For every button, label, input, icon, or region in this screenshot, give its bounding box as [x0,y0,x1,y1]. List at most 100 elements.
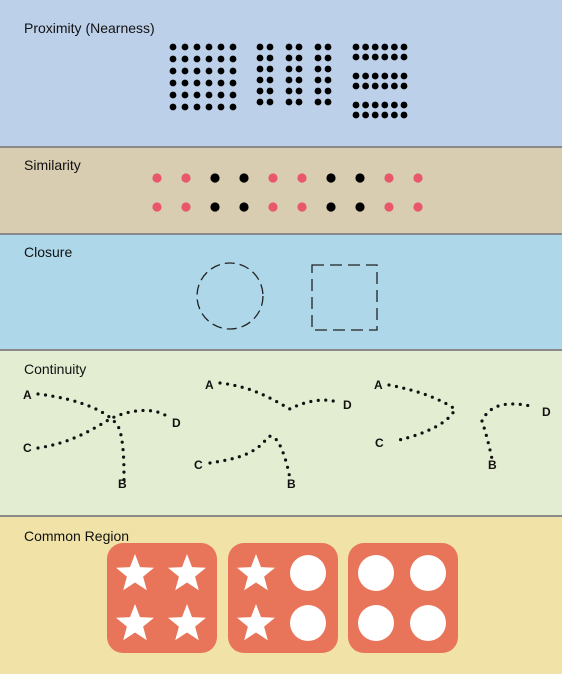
proximity-dot [256,65,264,73]
proximity-dot [169,55,177,63]
dark-dot [210,173,220,183]
proximity-dot [181,91,189,99]
proximity-dot [371,82,379,90]
proximity-dot [181,43,189,51]
proximity-dot [181,103,189,111]
proximity-dot [285,43,293,51]
proximity-dot [266,76,274,84]
continuity-dotted-line [387,383,457,443]
proximity-dot [362,72,369,80]
continuity-dotted-line [208,434,292,481]
proximity-dot [371,101,379,109]
circle-icon [290,605,326,641]
common-region-panel: Common Region [0,517,562,674]
proximity-dot [324,54,332,62]
proximity-dot [371,53,379,61]
proximity-dot [314,87,322,95]
proximity-dot [285,87,293,95]
proximity-dot [381,43,389,51]
proximity-dot [295,54,303,62]
proximity-dot [169,79,177,87]
fig2-label-b: B [287,477,296,491]
proximity-dot [169,103,177,111]
proximity-dot [169,67,177,75]
circle-icon [358,555,394,591]
proximity-dot [205,91,213,99]
proximity-dot [217,103,225,111]
proximity-dot [181,55,189,63]
pink-dot [297,202,307,212]
proximity-dot [193,79,201,87]
proximity-dot [205,55,213,63]
dashed-square [311,264,378,331]
proximity-panel: Proximity (Nearness) [0,0,562,148]
pink-dot [297,173,307,183]
continuity-dotted-line [480,402,537,461]
proximity-dot [285,98,293,106]
pink-dot [384,173,394,183]
proximity-dot [266,87,274,95]
proximity-dot [205,79,213,87]
fig2-label-c: C [194,458,203,472]
circle-icon [410,605,446,641]
proximity-dot [256,87,264,95]
proximity-dot [381,111,389,119]
pink-dot [268,202,278,212]
proximity-dot [256,98,264,106]
continuity-dotted-line [218,381,342,411]
fig1-label-a: A [23,388,32,402]
proximity-dot [295,87,303,95]
proximity-dot [400,53,408,61]
fig3-label-a: A [374,378,383,392]
similarity-title: Similarity [24,157,81,173]
proximity-dot [266,98,274,106]
proximity-dot [169,43,177,51]
proximity-dots [169,43,408,119]
proximity-dot [391,82,398,90]
proximity-dot [217,67,225,75]
fig3-label-b: B [488,458,497,472]
proximity-dot [352,101,360,109]
proximity-dot [352,111,360,119]
proximity-dot [400,111,408,119]
dark-dot [326,173,336,183]
proximity-dot [193,91,201,99]
closure-title: Closure [24,244,73,260]
proximity-dot [314,43,322,51]
fig1-label-c: C [23,441,32,455]
star-icon [116,604,154,641]
circle-icon [358,605,394,641]
proximity-dot [362,53,369,61]
proximity-dot [400,82,408,90]
proximity-dot [314,76,322,84]
proximity-dot [193,43,201,51]
proximity-dot [324,98,332,106]
proximity-dot [193,67,201,75]
proximity-dot [193,103,201,111]
proximity-dot [391,53,398,61]
proximity-dot [362,101,369,109]
proximity-dot [362,82,369,90]
proximity-dot [229,91,237,99]
proximity-dot [371,43,379,51]
proximity-dot [205,103,213,111]
proximity-dot [217,79,225,87]
proximity-dot [295,98,303,106]
continuity-panel: Continuity A B C D A B C D A B C D [0,351,562,517]
proximity-dot [266,65,274,73]
proximity-title: Proximity (Nearness) [24,20,155,36]
proximity-dot [371,72,379,80]
proximity-dot [391,72,398,80]
continuity-dotted-line [36,408,170,450]
proximity-dot [391,101,398,109]
fig3-label-d: D [542,405,551,419]
proximity-dot [391,111,398,119]
proximity-dot [314,98,322,106]
pink-dot [384,202,394,212]
proximity-dot [229,103,237,111]
star-icon [168,554,206,591]
proximity-dot [400,43,408,51]
proximity-dot [229,55,237,63]
similarity-dots [152,173,423,212]
